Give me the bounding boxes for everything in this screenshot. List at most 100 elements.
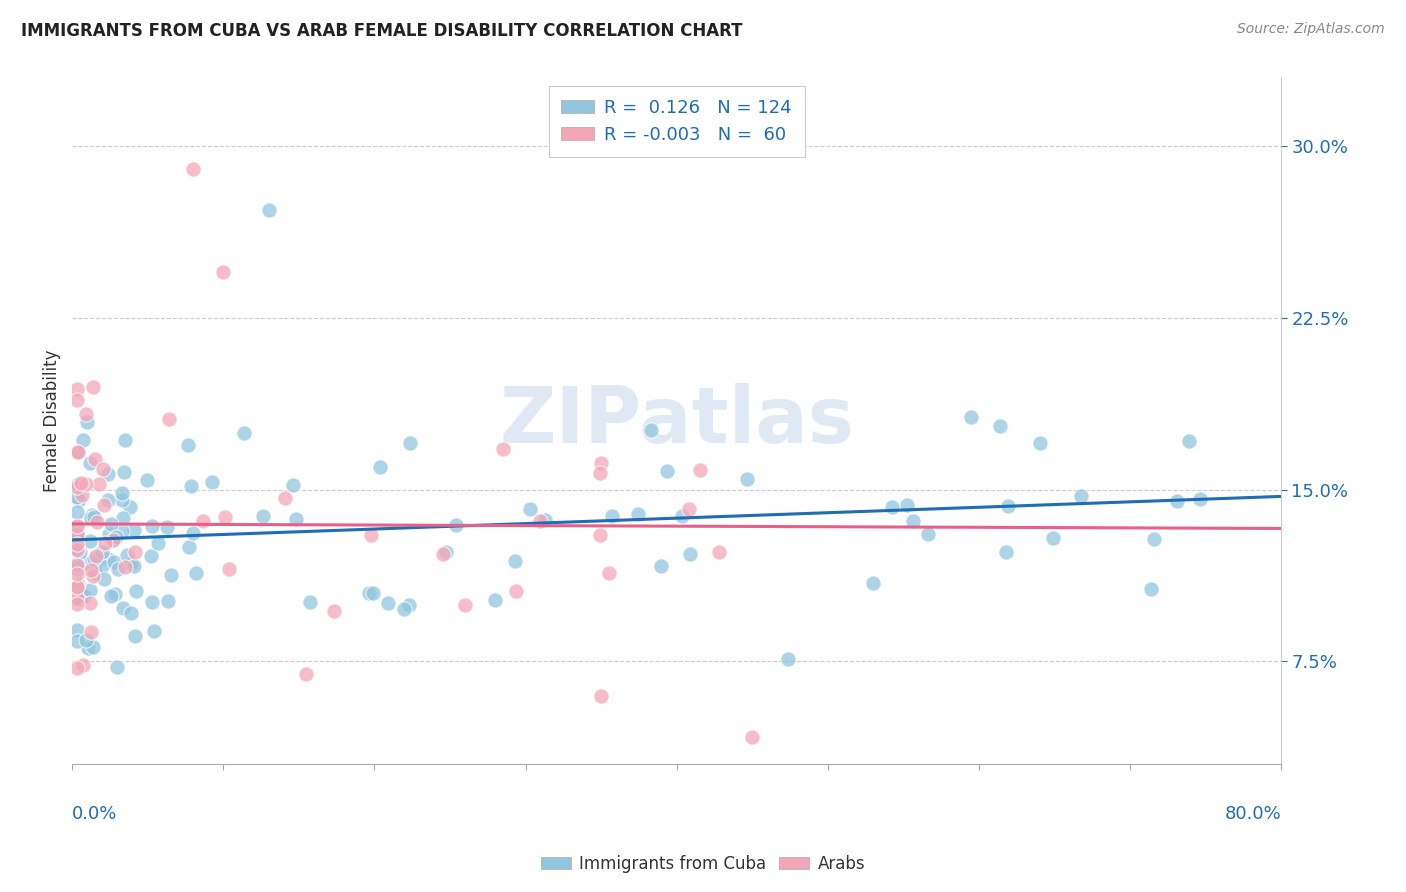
Point [193,514,215,528]
Point [432,547,454,561]
Point [97,493,120,508]
Point [72,433,94,447]
Point [84,451,107,466]
Point [66,518,89,533]
Point [66,518,89,533]
Point [69,545,91,559]
Point [285,512,308,526]
Point [122,523,145,537]
Point [107,562,129,576]
Point [143,624,166,639]
Point [70,488,93,502]
Point [368,460,391,475]
Point [103,533,125,547]
Point [97,552,120,566]
Point [80,563,103,577]
Point [66,526,89,541]
Point [87,476,110,491]
Point [66,558,89,573]
Text: ZIPatlas: ZIPatlas [499,383,853,458]
Point [602,509,624,524]
Point [66,634,89,648]
Point [627,507,650,521]
Point [124,545,146,559]
Point [76,415,98,429]
Point [529,514,551,528]
Point [83,510,105,524]
Point [252,508,274,523]
Point [66,584,89,599]
Point [257,203,280,218]
Point [66,529,89,543]
Point [94,535,117,549]
Point [124,559,146,574]
Point [90,559,112,574]
Point [141,518,163,533]
Point [97,467,120,482]
Point [66,537,89,551]
Point [75,477,97,491]
Point [66,661,89,675]
Point [689,463,711,477]
Point [156,594,179,608]
Point [655,464,678,478]
Point [84,566,107,580]
Point [66,597,89,611]
Point [212,265,235,279]
Point [903,514,925,528]
Text: Source: ZipAtlas.com: Source: ZipAtlas.com [1237,22,1385,37]
Point [79,582,101,597]
Point [66,527,89,541]
Point [93,498,115,512]
Point [735,472,758,486]
Point [124,629,146,643]
Point [66,562,89,576]
Point [75,632,97,647]
Point [454,598,477,612]
Point [105,660,128,674]
Point [155,520,177,534]
Point [678,502,700,516]
Point [66,445,89,459]
Text: IMMIGRANTS FROM CUBA VS ARAB FEMALE DISABILITY CORRELATION CHART: IMMIGRANTS FROM CUBA VS ARAB FEMALE DISA… [21,22,742,40]
Point [135,473,157,487]
Point [741,730,763,744]
Point [709,544,731,558]
Point [299,595,322,609]
Point [650,558,672,573]
Point [274,491,297,506]
Point [66,542,89,557]
Point [125,584,148,599]
Point [72,657,94,672]
Point [66,490,89,504]
Point [180,478,202,492]
Point [111,601,134,615]
Point [357,586,380,600]
Point [67,577,90,591]
Point [66,591,89,606]
Point [997,499,1019,513]
Text: 0.0%: 0.0% [72,805,118,823]
Point [67,493,90,508]
Point [111,511,134,525]
Point [994,545,1017,559]
Point [111,486,134,500]
Point [1143,532,1166,546]
Point [434,545,457,559]
Point [177,438,200,452]
Point [218,562,240,576]
Point [177,541,200,555]
Point [66,505,89,519]
Point [519,502,541,516]
Point [295,667,318,681]
Point [141,595,163,609]
Point [82,380,104,394]
Point [589,466,612,480]
Point [589,527,612,541]
Point [66,543,89,558]
Point [66,579,89,593]
Point [1070,489,1092,503]
Point [90,545,112,559]
Point [896,498,918,512]
Point [360,528,382,542]
